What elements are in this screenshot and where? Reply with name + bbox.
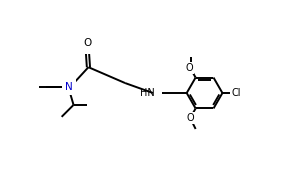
Text: N: N [65, 82, 72, 92]
Text: O: O [186, 63, 193, 73]
Text: Cl: Cl [231, 88, 241, 98]
Text: O: O [83, 38, 92, 48]
Text: HN: HN [140, 88, 155, 98]
Text: methyl_mark: methyl_mark [40, 86, 49, 88]
Text: O: O [187, 113, 195, 123]
